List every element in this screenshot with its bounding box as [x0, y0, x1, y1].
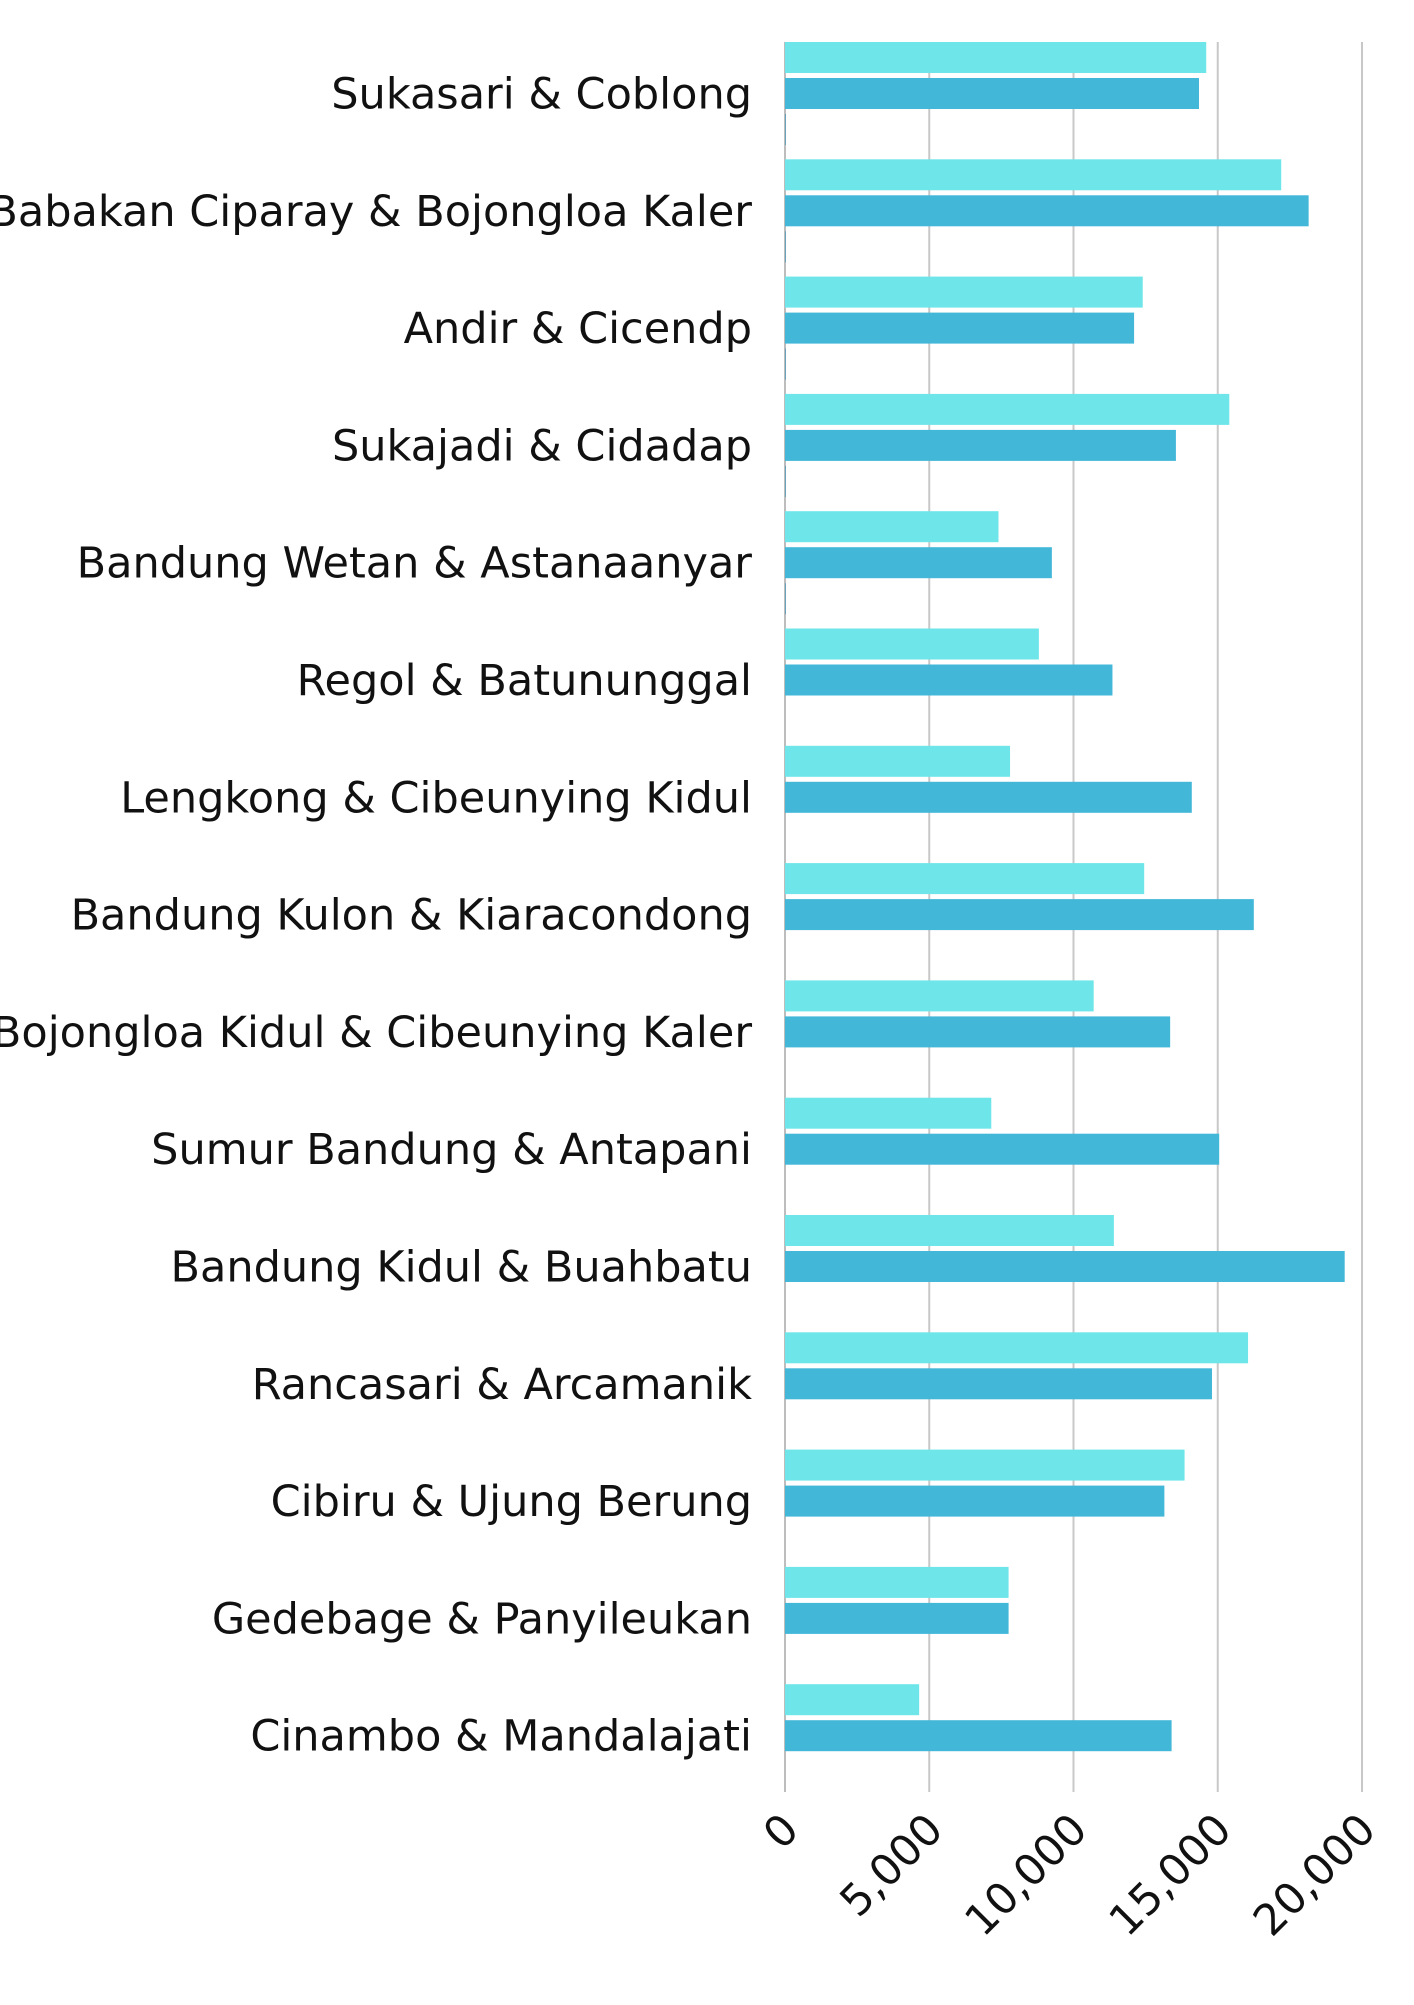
bar-series-1 [785, 159, 1282, 191]
bar-series-3 [785, 231, 786, 263]
x-axis-tick-labels: 0 5,000 10,000 15,000 20,000 [754, 1804, 1386, 1946]
category-label: Cinambo & Mandalajati [250, 1712, 752, 1762]
bar-series-1 [785, 628, 1039, 660]
bar-series-1 [785, 980, 1094, 1012]
bar-series-2 [785, 1016, 1171, 1048]
x-tick-label: 20,000 [1244, 1804, 1386, 1946]
bar-series-3 [785, 583, 786, 615]
category-label: Sukasari & Coblong [331, 70, 752, 120]
bar-series-1 [785, 1332, 1249, 1364]
bar-series-1 [785, 393, 1230, 425]
bar-series-1 [785, 745, 1011, 777]
bar-series-3 [785, 114, 786, 145]
category-labels: Sukasari & Coblong Babakan Ciparay & Bojo… [0, 70, 752, 1762]
category-label: Sumur Bandung & Antapani [151, 1125, 752, 1175]
bar-series-2 [785, 429, 1176, 461]
bar-series-3 [785, 348, 786, 380]
category-label: Andir & Cicendp [404, 304, 752, 354]
bar-series-1 [785, 511, 999, 543]
bar-series-1 [785, 42, 1207, 73]
bar-series-2 [785, 1251, 1345, 1282]
bar-series-2 [785, 312, 1135, 344]
bar-series-1 [785, 863, 1145, 895]
bar-series-2 [785, 1602, 1009, 1634]
category-label: Bandung Kulon & Kiaracondong [71, 891, 752, 941]
bar-series-1 [785, 1449, 1185, 1481]
bar-series-1 [785, 1566, 1009, 1598]
category-label: Babakan Ciparay & Bojongloa Kaler [0, 187, 752, 237]
category-label: Regol & Batununggal [297, 656, 752, 706]
bar-series-1 [785, 276, 1143, 308]
bar-series-2 [785, 899, 1254, 931]
bars [785, 42, 1345, 1752]
category-label: Rancasari & Arcamanik [252, 1360, 752, 1410]
x-tick-label: 10,000 [956, 1804, 1098, 1946]
bar-series-2 [785, 78, 1199, 109]
bar-series-2 [785, 664, 1113, 696]
bar-series-2 [785, 195, 1309, 227]
bar-series-2 [785, 1368, 1212, 1400]
x-tick-label: 0 [754, 1804, 809, 1859]
bar-series-2 [785, 1485, 1165, 1517]
category-label: Sukajadi & Cidadap [332, 421, 752, 471]
bar-series-1 [785, 1215, 1114, 1246]
bar-series-2 [785, 1133, 1220, 1165]
category-label: Bojongloa Kidul & Cibeunying Kaler [0, 1008, 752, 1058]
bar-series-1 [785, 1097, 992, 1129]
category-label: Cibiru & Ujung Berung [271, 1477, 752, 1527]
bar-series-2 [785, 547, 1052, 579]
x-tick-label: 5,000 [831, 1804, 953, 1926]
category-label: Bandung Kidul & Buahbatu [171, 1243, 753, 1293]
bar-series-3 [785, 465, 786, 497]
x-tick-label: 15,000 [1100, 1804, 1242, 1946]
category-label: Lengkong & Cibeunying Kidul [120, 773, 752, 823]
category-label: Bandung Wetan & Astanaanyar [77, 539, 753, 589]
bar-series-1 [785, 1684, 920, 1716]
category-label: Gedebage & Panyileukan [212, 1594, 752, 1644]
bar-series-2 [785, 781, 1192, 813]
bar-series-2 [785, 1720, 1172, 1752]
